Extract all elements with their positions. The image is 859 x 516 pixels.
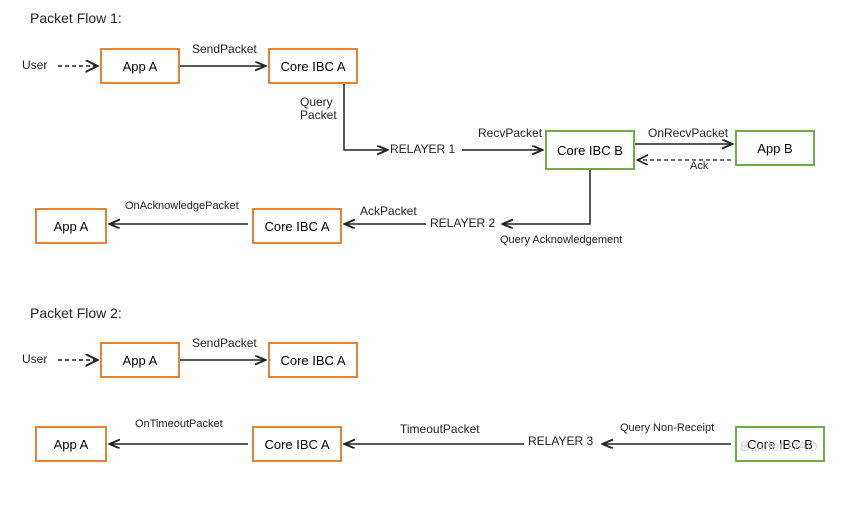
flow1-title: Packet Flow 1:: [30, 10, 122, 26]
flow1-ack-label: Ack: [690, 160, 708, 172]
flow1-relayer2: RELAYER 2: [430, 216, 495, 230]
flow2-app-a2: App A: [35, 426, 107, 462]
flow2-core-ibc-a: Core IBC A: [268, 342, 358, 378]
flow2-sendpacket-label: SendPacket: [192, 336, 257, 350]
flow2-app-a: App A: [100, 342, 180, 378]
flow1-recvpacket-label: RecvPacket: [478, 126, 542, 140]
flow2-core-ibc-a2-label: Core IBC A: [264, 437, 329, 452]
flow1-relayer1: RELAYER 1: [390, 142, 455, 156]
flow1-app-a-label: App A: [123, 59, 158, 74]
flow1-app-b: App B: [735, 130, 815, 166]
flow1-core-ibc-b-label: Core IBC B: [557, 143, 623, 158]
flow1-ackpacket-label: AckPacket: [360, 204, 417, 218]
flow1-app-b-label: App B: [757, 141, 792, 156]
flow2-relayer3: RELAYER 3: [528, 434, 593, 448]
flow1-queryack-label: Query Acknowledgement: [500, 234, 622, 246]
flow2-app-a2-label: App A: [54, 437, 89, 452]
flow1-app-a2-label: App A: [54, 219, 89, 234]
flow1-core-ibc-a-label: Core IBC A: [280, 59, 345, 74]
flow2-timeoutpacket-label: TimeoutPacket: [400, 422, 480, 436]
flow2-core-ibc-a-label: Core IBC A: [280, 353, 345, 368]
flow1-user-label: User: [22, 58, 47, 72]
flow1-querypacket-label: Query Packet: [300, 96, 337, 122]
flow2-app-a-label: App A: [123, 353, 158, 368]
flow2-querynonreceipt-label: Query Non-Receipt: [620, 422, 714, 434]
flow1-onackpacket-label: OnAcknowledgePacket: [125, 200, 239, 212]
flow1-sendpacket-label: SendPacket: [192, 42, 257, 56]
flow1-core-ibc-b: Core IBC B: [545, 130, 635, 170]
flow1-core-ibc-a2-label: Core IBC A: [264, 219, 329, 234]
watermark: Buidler DAO: [740, 438, 818, 454]
flow1-core-ibc-a2: Core IBC A: [252, 208, 342, 244]
flow1-app-a2: App A: [35, 208, 107, 244]
flow2-core-ibc-a2: Core IBC A: [252, 426, 342, 462]
flow1-core-ibc-a: Core IBC A: [268, 48, 358, 84]
flow1-onrecvpacket-label: OnRecvPacket: [648, 126, 728, 140]
flow2-user-label: User: [22, 352, 47, 366]
flow1-app-a: App A: [100, 48, 180, 84]
flow2-ontimeoutpacket-label: OnTimeoutPacket: [135, 418, 223, 430]
flow2-title: Packet Flow 2:: [30, 305, 122, 321]
